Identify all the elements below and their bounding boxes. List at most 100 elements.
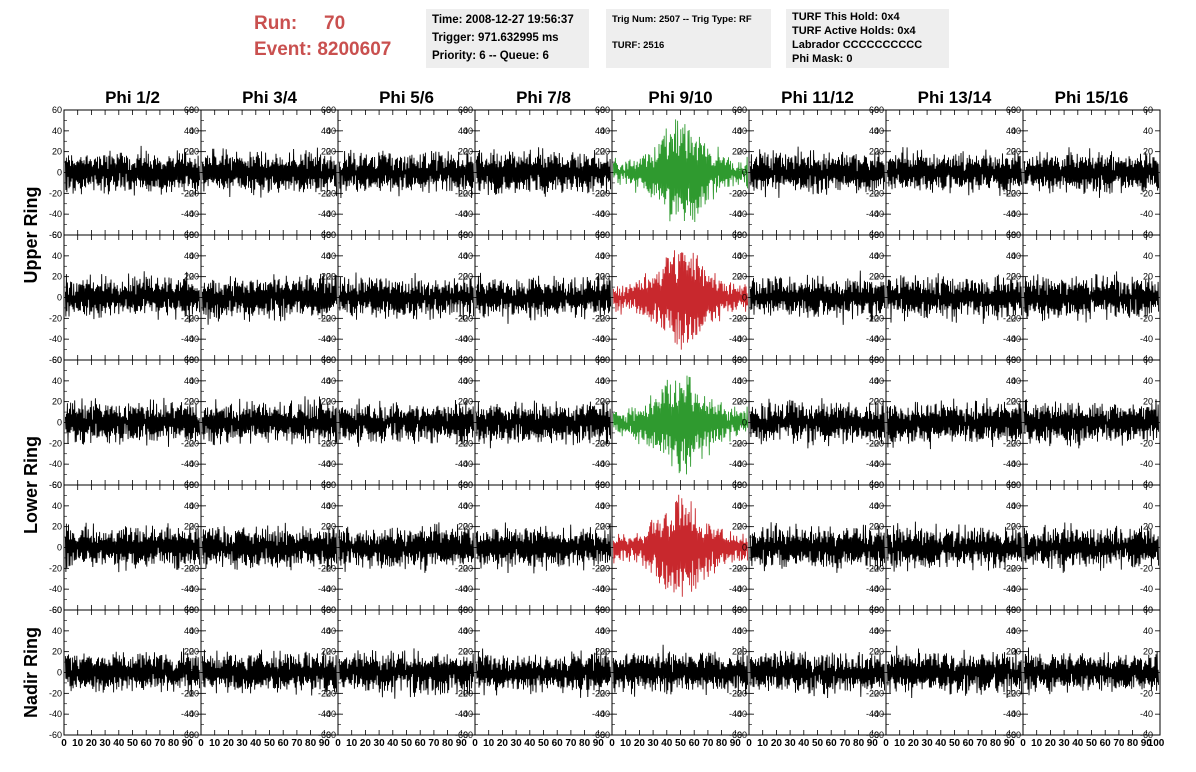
y-tick-label: 40 [1011,626,1021,636]
waveform-trace [338,272,475,320]
y-tick-label: 60 [1011,230,1021,240]
y-tick-label: 0 [468,668,473,678]
y-tick-label: 20 [326,272,336,282]
x-tick-label: 40 [1072,738,1084,749]
y-tick-label: 60 [463,105,473,115]
y-tick-label: -40 [1003,709,1016,719]
y-tick-label: 40 [874,251,884,261]
y-tick-label: -40 [871,334,884,344]
x-tick-label: 80 [716,738,728,749]
y-tick-label: -20 [460,688,473,698]
y-tick-label: -40 [455,334,468,344]
y-tick-label: -20 [866,563,879,573]
x-tick-label: 20 [223,738,235,749]
y-tick-label: -40 [1140,209,1153,219]
x-tick-label: 30 [785,738,797,749]
y-tick-label: 60 [463,230,473,240]
y-tick-label: 20 [463,647,473,657]
y-tick-label: -20 [181,188,194,198]
y-tick-label: 60 [1011,355,1021,365]
y-tick-label: 20 [732,522,742,532]
y-tick-label: 20 [189,397,199,407]
y-tick-label: 60 [321,605,331,615]
y-tick-label: -20 [597,438,610,448]
y-tick-label: 60 [321,480,331,490]
y-tick-label: 40 [595,126,605,136]
y-tick-label: 40 [184,251,194,261]
y-tick-label: -20 [597,313,610,323]
y-tick-label: 20 [737,147,747,157]
x-tick-label: 30 [648,738,660,749]
y-tick-label: 60 [869,605,879,615]
y-tick-label: 0 [331,293,336,303]
y-tick-label: 40 [321,626,331,636]
waveform-trace [1023,147,1160,198]
y-tick-label: -40 [49,584,62,594]
y-tick-label: -20 [1140,438,1153,448]
y-tick-label: 40 [595,626,605,636]
y-tick-label: 60 [732,105,742,115]
x-tick-label: 0 [1020,738,1026,749]
waveform-trace [886,397,1023,450]
y-tick-label: -40 [729,709,742,719]
trigger-info-box: Trig Num: 2507 -- Trig Type: RF TURF: 25… [606,9,771,68]
y-tick-label: -40 [592,334,605,344]
y-tick-label: 40 [189,626,199,636]
y-tick-label: 60 [321,355,331,365]
y-tick-label: 60 [595,230,605,240]
event-value: 8200607 [317,39,392,60]
y-tick-label: 0 [742,293,747,303]
y-tick-label: -60 [49,355,62,365]
phi-mask-line: Phi Mask: 0 [792,53,853,65]
y-tick-label: 0 [1016,293,1021,303]
x-tick-label: 20 [360,738,372,749]
y-tick-label: -40 [734,584,747,594]
waveform-trace [64,271,201,323]
turf-info-box: TURF This Hold: 0x4 TURF Active Holds: 0… [786,9,949,68]
y-tick-label: 60 [737,605,747,615]
y-tick-label: 40 [52,376,62,386]
waveform-trace [886,273,1023,324]
waveform-trace [886,521,1023,572]
y-tick-label: -40 [49,334,62,344]
x-tick-label: 10 [346,738,358,749]
y-tick-label: -20 [871,188,884,198]
y-tick-label: 60 [326,355,336,365]
x-tick-label: 70 [702,738,714,749]
waveform-trace [475,522,612,574]
y-tick-label: 60 [184,605,194,615]
y-tick-label: -20 [729,188,742,198]
x-tick-label: 10 [483,738,495,749]
x-tick-label: 0 [472,738,478,749]
y-tick-label: 60 [732,605,742,615]
y-tick-label: -40 [460,584,473,594]
y-tick-label: -20 [1003,188,1016,198]
y-tick-label: 60 [463,480,473,490]
y-tick-label: -20 [181,563,194,573]
x-tick-label: 30 [1059,738,1071,749]
y-tick-label: -20 [1008,688,1021,698]
x-tick-label: 70 [291,738,303,749]
y-tick-label: -20 [1140,188,1153,198]
y-tick-label: 0 [331,668,336,678]
y-tick-label: 0 [57,543,62,553]
y-tick-label: -40 [323,584,336,594]
y-tick-label: 20 [1006,522,1016,532]
waveform-trace [475,400,612,449]
y-tick-label: 20 [458,147,468,157]
y-tick-label: -60 [597,730,610,740]
y-tick-label: 60 [595,605,605,615]
y-tick-label: 0 [57,168,62,178]
x-tick-label: 50 [949,738,961,749]
y-tick-label: -40 [49,209,62,219]
y-tick-label: -40 [318,709,331,719]
y-tick-label: 60 [737,105,747,115]
y-tick-label: -40 [597,209,610,219]
x-tick-label: 90 [319,738,331,749]
y-tick-label: 20 [321,272,331,282]
x-tick-label: 60 [963,738,975,749]
y-tick-label: 20 [869,647,879,657]
y-tick-label: 20 [732,397,742,407]
y-tick-label: 20 [1006,647,1016,657]
y-tick-label: 40 [326,626,336,636]
